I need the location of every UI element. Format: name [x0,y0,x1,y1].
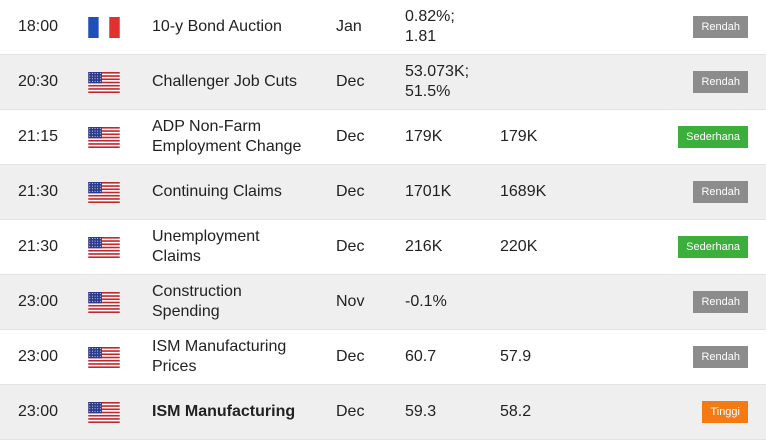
table-row[interactable]: 23:00 ISM Manufacturing Prices Dec 60.7 57.9… [0,330,766,385]
event-period: Dec [336,183,365,200]
event-name: 10-y Bond Auction [152,18,282,35]
impact-cell: Tinggi [600,385,748,439]
event-time: 21:15 [18,128,59,145]
event-period: Dec [336,73,365,90]
event-time: 18:00 [18,18,59,35]
impact-badge: Tinggi [702,401,748,423]
event-name: Unemployment Claims [152,228,260,265]
event-time: 21:30 [18,238,59,255]
impact-cell: Rendah [600,55,748,109]
table-row[interactable]: 21:30 Unemployment Claims Dec 216K 220K Seder… [0,220,766,275]
actual-value: 179K [405,128,443,145]
impact-badge: Rendah [693,291,748,313]
forecast-value: 220K [500,238,538,255]
forecast-value [500,55,590,109]
impact-cell: Rendah [600,0,748,54]
event-name: Construction Spending [152,283,242,320]
event-period: Dec [336,128,365,145]
event-name: Continuing Claims [152,183,282,200]
impact-cell: Rendah [600,165,748,219]
forecast-value [500,0,590,54]
event-period: Dec [336,238,365,255]
forecast-value: 1689K [500,183,547,200]
forecast-value: 179K [500,128,538,145]
actual-value: 216K [405,238,443,255]
impact-badge: Rendah [693,71,748,93]
impact-cell: Sederhana [600,110,748,164]
event-period: Dec [336,403,365,420]
table-row[interactable]: 23:00 ISM Manufacturing Dec 59.3 58.2 Tinggi [0,385,766,440]
us-flag-icon [88,330,120,384]
event-time: 20:30 [18,73,59,90]
impact-cell: Sederhana [600,220,748,274]
us-flag-icon [88,385,120,439]
event-period: Dec [336,348,365,365]
event-period: Jan [336,18,362,35]
us-flag-icon [88,220,120,274]
event-name: ISM Manufacturing Prices [152,338,287,375]
actual-value: 59.3 [405,403,437,420]
impact-badge: Rendah [693,346,748,368]
event-time: 23:00 [18,403,59,420]
us-flag-icon [88,165,120,219]
impact-badge: Rendah [693,16,748,38]
us-flag-icon [88,55,120,109]
impact-badge: Sederhana [678,126,748,148]
table-row[interactable]: 21:15 ADP Non-Farm Employment Change Dec 17… [0,110,766,165]
event-name: ISM Manufacturing [152,403,296,420]
table-row[interactable]: 23:00 Construction Spending Nov -0.1% Rendah [0,275,766,330]
event-name: Challenger Job Cuts [152,73,297,90]
forecast-value [500,275,590,329]
event-time: 23:00 [18,348,59,365]
actual-value: 53.073K; 51.5% [405,63,470,100]
france-flag-icon [88,0,120,54]
impact-badge: Rendah [693,181,748,203]
table-row[interactable]: 21:30 Continuing Claims Dec 1701K 1689K Renda… [0,165,766,220]
actual-value: 0.82%; 1.81 [405,8,455,45]
impact-badge: Sederhana [678,236,748,258]
us-flag-icon [88,275,120,329]
actual-value: 60.7 [405,348,437,365]
actual-value: 1701K [405,183,452,200]
event-period: Nov [336,293,365,310]
table-row[interactable]: 18:00 10-y Bond Auction Jan 0.82%; 1.81 Rend… [0,0,766,55]
event-name: ADP Non-Farm Employment Change [152,118,302,155]
us-flag-icon [88,110,120,164]
forecast-value: 57.9 [500,348,532,365]
forecast-value: 58.2 [500,403,532,420]
actual-value: -0.1% [405,293,447,310]
impact-cell: Rendah [600,330,748,384]
event-time: 23:00 [18,293,59,310]
table-row[interactable]: 20:30 Challenger Job Cuts Dec 53.073K; 51.5… [0,55,766,110]
impact-cell: Rendah [600,275,748,329]
event-time: 21:30 [18,183,59,200]
